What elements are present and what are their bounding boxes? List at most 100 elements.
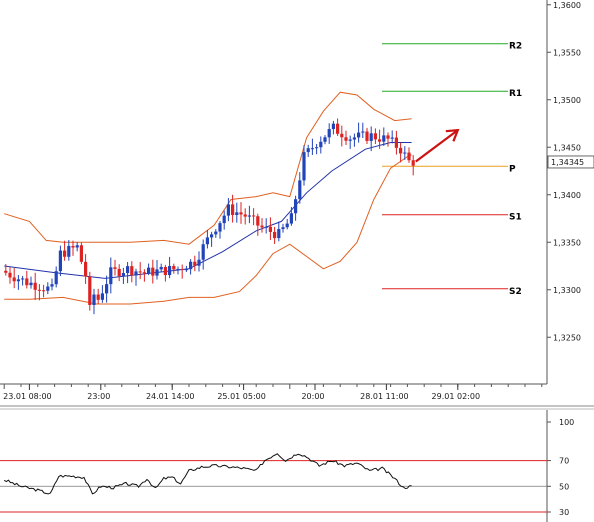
candle — [315, 147, 319, 149]
candle — [63, 250, 67, 257]
time-tick-label: 20:00 — [301, 392, 324, 401]
candle — [289, 213, 293, 224]
candle — [306, 148, 310, 153]
level-label-s1: S1 — [509, 213, 522, 223]
candle — [226, 204, 230, 216]
candle — [302, 152, 306, 181]
candle — [365, 131, 369, 141]
candle — [394, 137, 398, 148]
candle — [348, 139, 352, 141]
candle — [54, 271, 58, 285]
candle — [130, 266, 134, 276]
time-tick-label: 24.01 14:00 — [146, 392, 195, 401]
candle — [340, 133, 344, 138]
candle — [294, 199, 298, 214]
time-tick-label: 28.01 11:00 — [360, 392, 409, 401]
candle — [84, 261, 88, 277]
oscillator-tick-label: 100 — [559, 418, 574, 427]
time-tick-label: 23:00 — [87, 392, 110, 401]
price-tick-label: 1,3250 — [553, 333, 581, 342]
candle — [285, 223, 289, 228]
candle — [142, 272, 146, 274]
candle — [201, 244, 205, 260]
candle — [319, 141, 323, 148]
candlesticks — [4, 118, 415, 315]
candle — [79, 245, 83, 262]
candle — [58, 250, 62, 272]
candle — [231, 204, 235, 215]
candle — [323, 137, 327, 142]
candle — [327, 129, 331, 138]
price-tick-label: 1,3550 — [553, 48, 581, 57]
level-label-r2: R2 — [509, 42, 522, 52]
oscillator-tick-label: 30 — [559, 508, 569, 517]
bollinger-middle-line — [4, 142, 412, 279]
candle — [247, 215, 251, 217]
candle — [37, 289, 41, 291]
candle — [252, 215, 256, 217]
candle — [382, 135, 386, 142]
candle — [369, 133, 373, 141]
oscillator-panel: 100 70 50 30 — [0, 405, 594, 522]
candle — [260, 225, 264, 228]
candle — [138, 271, 142, 273]
candle — [117, 268, 121, 277]
candle — [352, 137, 356, 140]
trend-arrow-line — [415, 129, 459, 163]
level-label-p: P — [509, 164, 516, 174]
candle — [50, 284, 54, 287]
pivot-levels: R2 R1 P S1 S2 — [382, 42, 522, 297]
candle — [214, 231, 218, 235]
candle — [42, 290, 46, 292]
candle — [235, 212, 239, 215]
candle — [239, 212, 243, 215]
candle — [176, 268, 180, 270]
candle — [21, 278, 25, 280]
candle — [264, 226, 268, 228]
candle — [273, 231, 277, 239]
candle — [411, 160, 415, 166]
candle — [331, 123, 335, 130]
candle — [151, 267, 155, 276]
candle — [184, 269, 188, 271]
candle — [344, 137, 348, 141]
candle — [310, 148, 314, 150]
trend-arrow-head — [445, 128, 460, 142]
candle — [218, 223, 222, 232]
price-tick-label: 1,3500 — [553, 96, 581, 105]
candle — [189, 261, 193, 270]
candle — [126, 266, 130, 274]
candle — [180, 268, 184, 271]
candle — [88, 276, 92, 306]
candle — [390, 137, 394, 139]
candle — [243, 214, 247, 217]
candle — [256, 216, 260, 226]
candle — [121, 273, 125, 277]
candle — [298, 180, 302, 200]
candle — [336, 123, 340, 134]
candle — [33, 282, 37, 290]
level-label-r1: R1 — [509, 89, 522, 99]
candle — [373, 133, 377, 140]
candle — [4, 270, 8, 273]
candle — [147, 267, 151, 274]
candle — [25, 278, 29, 286]
oscillator-line — [3, 453, 412, 495]
candle — [105, 284, 109, 294]
price-tick-label: 1,3350 — [553, 238, 581, 247]
price-tick-label: 1,3450 — [553, 143, 581, 152]
candle — [193, 261, 197, 266]
candle — [357, 132, 361, 138]
candle — [281, 227, 285, 230]
level-label-s2: S2 — [509, 287, 522, 297]
candle — [159, 266, 163, 270]
candle — [403, 152, 407, 154]
candle — [407, 152, 411, 161]
annotations — [415, 128, 460, 163]
candle — [92, 294, 96, 306]
time-tick-label: 29.01 02:00 — [432, 392, 481, 401]
candle — [361, 131, 365, 133]
oscillator-tick-label: 50 — [559, 482, 569, 491]
